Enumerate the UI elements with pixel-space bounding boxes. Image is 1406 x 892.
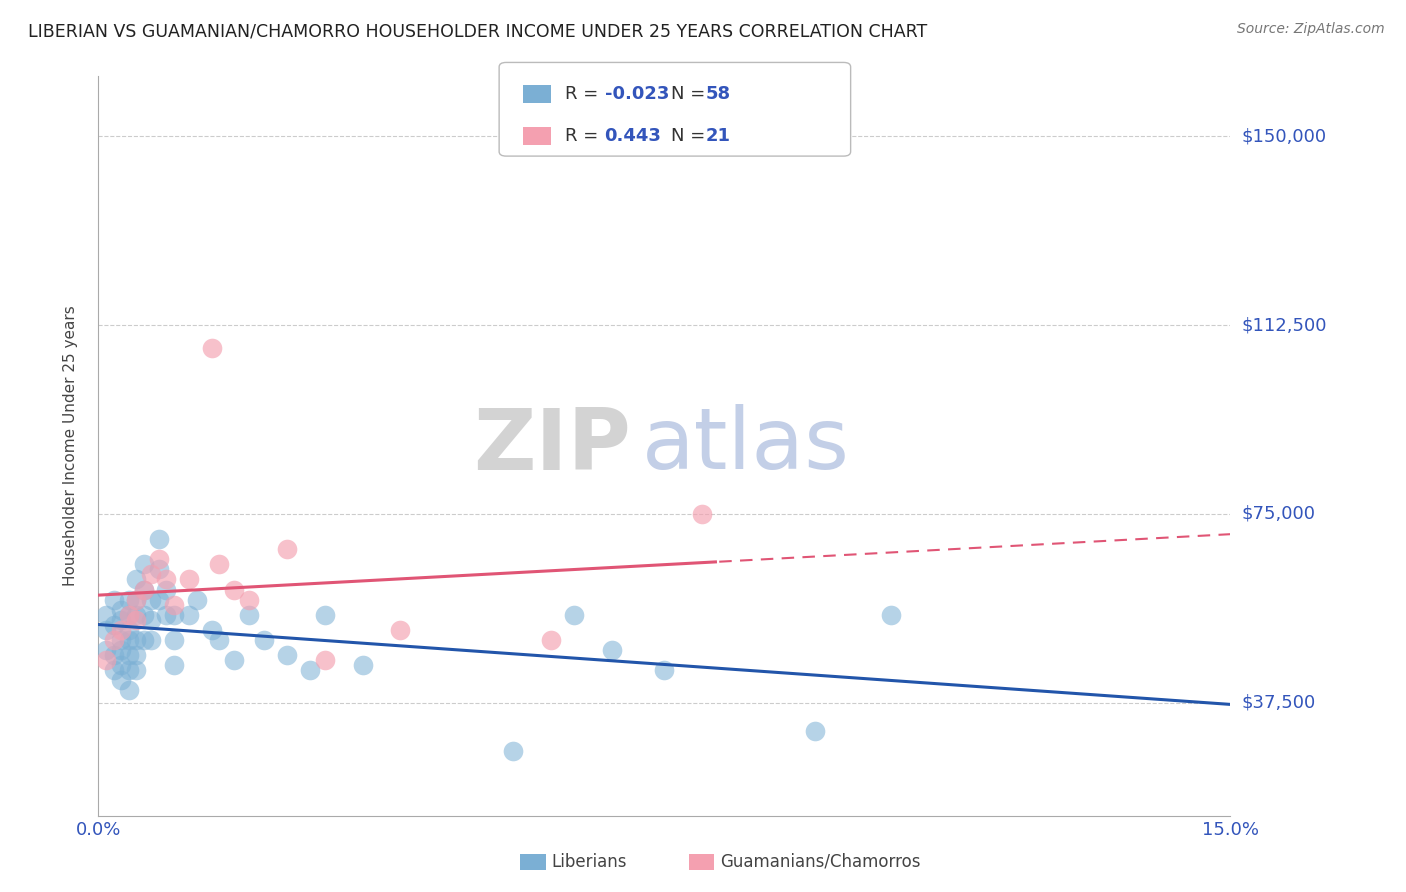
Point [132, 582, 155, 597]
Point [389, 623, 412, 637]
Point [132, 558, 155, 572]
Point [94, 607, 117, 622]
Point [125, 592, 148, 607]
Point [103, 663, 125, 677]
Text: R =: R = [565, 85, 605, 103]
Point [201, 341, 224, 355]
Point [276, 542, 298, 557]
Point [148, 592, 170, 607]
Point [224, 653, 246, 667]
Point [117, 592, 139, 607]
Point [155, 573, 177, 587]
Point [110, 632, 132, 647]
Point [125, 648, 148, 662]
Point [298, 663, 321, 677]
Point [141, 613, 163, 627]
Point [177, 573, 200, 587]
Point [163, 598, 186, 612]
Point [155, 607, 177, 622]
Point [148, 532, 170, 546]
Text: atlas: atlas [641, 404, 849, 488]
Point [110, 673, 132, 688]
Point [117, 648, 139, 662]
Point [94, 643, 117, 657]
Text: Guamanians/Chamorros: Guamanians/Chamorros [720, 853, 921, 871]
Y-axis label: Householder Income Under 25 years: Householder Income Under 25 years [63, 306, 77, 586]
Point [110, 613, 132, 627]
Point [177, 607, 200, 622]
Point [117, 663, 139, 677]
Text: R =: R = [565, 127, 605, 145]
Point [125, 663, 148, 677]
Point [125, 632, 148, 647]
Point [103, 617, 125, 632]
Text: LIBERIAN VS GUAMANIAN/CHAMORRO HOUSEHOLDER INCOME UNDER 25 YEARS CORRELATION CHA: LIBERIAN VS GUAMANIAN/CHAMORRO HOUSEHOLD… [28, 22, 928, 40]
Text: N =: N = [671, 127, 710, 145]
Point [141, 632, 163, 647]
Point [253, 632, 276, 647]
Point [540, 632, 562, 647]
Point [125, 607, 148, 622]
Point [155, 582, 177, 597]
Point [652, 663, 676, 677]
Point [314, 607, 336, 622]
Point [562, 607, 585, 622]
Point [110, 603, 132, 617]
Point [238, 607, 260, 622]
Point [690, 507, 713, 521]
Text: $37,500: $37,500 [1241, 694, 1316, 712]
Point [804, 723, 827, 738]
Text: $112,500: $112,500 [1241, 316, 1327, 334]
Point [117, 607, 139, 622]
Point [600, 643, 623, 657]
Point [117, 607, 139, 622]
Text: Liberians: Liberians [551, 853, 627, 871]
Text: 21: 21 [706, 127, 731, 145]
Point [314, 653, 336, 667]
Point [186, 592, 208, 607]
Point [94, 653, 117, 667]
Point [117, 632, 139, 647]
Text: $75,000: $75,000 [1241, 505, 1316, 523]
Text: 0.443: 0.443 [605, 127, 661, 145]
Point [125, 613, 148, 627]
Text: N =: N = [671, 85, 710, 103]
Point [103, 592, 125, 607]
Point [110, 623, 132, 637]
Point [163, 658, 186, 673]
Point [148, 562, 170, 576]
Point [110, 643, 132, 657]
Point [117, 623, 139, 637]
Text: ZIP: ZIP [472, 404, 630, 488]
Point [148, 552, 170, 566]
Text: 58: 58 [706, 85, 731, 103]
Point [117, 683, 139, 698]
Point [125, 592, 148, 607]
Text: Source: ZipAtlas.com: Source: ZipAtlas.com [1237, 22, 1385, 37]
Point [141, 592, 163, 607]
Point [208, 632, 231, 647]
Point [141, 567, 163, 582]
Point [94, 623, 117, 637]
Point [238, 592, 260, 607]
Point [276, 648, 298, 662]
Point [201, 623, 224, 637]
Point [163, 607, 186, 622]
Point [352, 658, 374, 673]
Point [224, 582, 246, 597]
Point [103, 632, 125, 647]
Point [103, 648, 125, 662]
Point [125, 573, 148, 587]
Point [502, 744, 524, 758]
Text: $150,000: $150,000 [1241, 128, 1326, 145]
Point [132, 607, 155, 622]
Point [132, 632, 155, 647]
Point [163, 632, 186, 647]
Point [880, 607, 903, 622]
Point [110, 658, 132, 673]
Text: -0.023: -0.023 [605, 85, 669, 103]
Point [208, 558, 231, 572]
Point [132, 582, 155, 597]
